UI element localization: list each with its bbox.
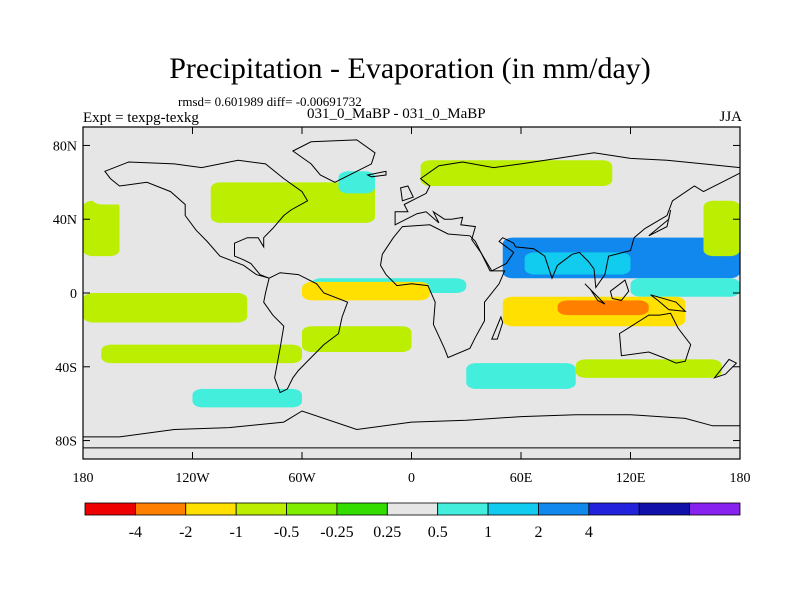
colorbar-swatch	[286, 502, 338, 516]
contour-region	[92, 182, 175, 205]
colorbar-swatch	[134, 502, 187, 516]
x-tick-label: 60W	[288, 471, 316, 486]
contour-fill-layer	[83, 160, 740, 423]
x-tick-label: 120W	[175, 471, 210, 486]
chart-title: Precipitation - Evaporation (in mm/day)	[169, 52, 651, 85]
coastline-greenland	[291, 139, 376, 183]
colorbar-label: 1	[484, 524, 492, 541]
colorbar-swatch	[538, 502, 590, 516]
contour-region	[210, 182, 375, 223]
stats-text: rmsd= 0.601989 diff= -0.00691732	[178, 94, 362, 109]
contour-region	[557, 300, 649, 316]
contour-region	[420, 160, 613, 187]
colorbar: -4 -2 -1 -0.5 -0.25 0.25 0.5 1 2 4	[84, 502, 741, 541]
coastline-layer	[83, 139, 740, 449]
coastline-south-america	[263, 272, 349, 394]
season-label: JJA	[719, 109, 742, 125]
x-tick-label: 120E	[616, 471, 646, 486]
y-tick-label: 0	[70, 287, 77, 302]
contour-region	[192, 388, 302, 408]
contour-region	[703, 200, 740, 257]
contour-region	[83, 200, 120, 257]
colorbar-label: 2	[534, 524, 542, 541]
colorbar-label: 4	[585, 524, 593, 541]
coastline-madagascar	[491, 315, 504, 340]
x-tick-label: 180	[730, 471, 751, 486]
colorbar-swatch	[638, 502, 691, 516]
coastline-antarctica	[83, 410, 740, 449]
coastline-eurasia	[394, 152, 740, 289]
contour-region	[83, 293, 248, 323]
colorbar-label: -4	[129, 524, 142, 541]
coastline-uk	[400, 185, 414, 202]
contour-region	[411, 399, 722, 423]
colorbar-label: -0.5	[274, 524, 299, 541]
colorbar-label: -1	[229, 524, 242, 541]
contour-region	[101, 344, 302, 364]
coastline-new-zealand	[713, 358, 738, 379]
contour-region	[630, 278, 740, 297]
colorbar-swatch	[84, 502, 136, 516]
coastline-japan	[648, 209, 672, 237]
coastline-africa	[379, 224, 506, 359]
colorbar-label: -2	[179, 524, 192, 541]
contour-region	[575, 359, 722, 378]
experiment-label: Expt = texpg-texkg	[83, 110, 199, 126]
contour-region	[338, 171, 375, 194]
y-tick-label: 40S	[55, 361, 77, 376]
colorbar-label: 0.5	[428, 524, 448, 541]
contour-region	[524, 252, 631, 275]
coastline-borneo	[609, 279, 630, 301]
axis-ticks: 180 120W 60W 0 60E 120E 180 80N 40N 0 40S 80S	[53, 127, 751, 486]
colorbar-swatch	[386, 502, 439, 516]
colorbar-swatch	[487, 502, 539, 516]
colorbar-label: 0.25	[373, 524, 401, 541]
colorbar-swatch	[235, 502, 287, 516]
y-tick-label: 80S	[55, 435, 77, 450]
period-label: 031_0_MaBP - 031_0_MaBP	[307, 106, 486, 122]
colorbar-swatch	[588, 502, 640, 516]
y-tick-label: 80N	[53, 139, 77, 154]
x-tick-label: 0	[408, 471, 415, 486]
coastline-north-america	[104, 159, 309, 279]
y-tick-label: 40N	[53, 213, 77, 228]
x-tick-label: 180	[73, 471, 94, 486]
coastline-iceland	[366, 170, 387, 178]
coastline-new-guinea	[650, 294, 687, 313]
colorbar-swatch	[689, 502, 741, 516]
contour-region	[302, 326, 412, 353]
coastline-australia	[618, 312, 692, 364]
contour-region	[466, 363, 576, 389]
colorbar-swatch	[185, 502, 237, 516]
colorbar-swatch	[336, 502, 388, 516]
x-tick-label: 60E	[510, 471, 533, 486]
contour-region	[302, 281, 430, 301]
coastline-sumatra	[584, 283, 606, 305]
colorbar-swatch	[437, 502, 489, 516]
colorbar-label: -0.25	[320, 524, 353, 541]
